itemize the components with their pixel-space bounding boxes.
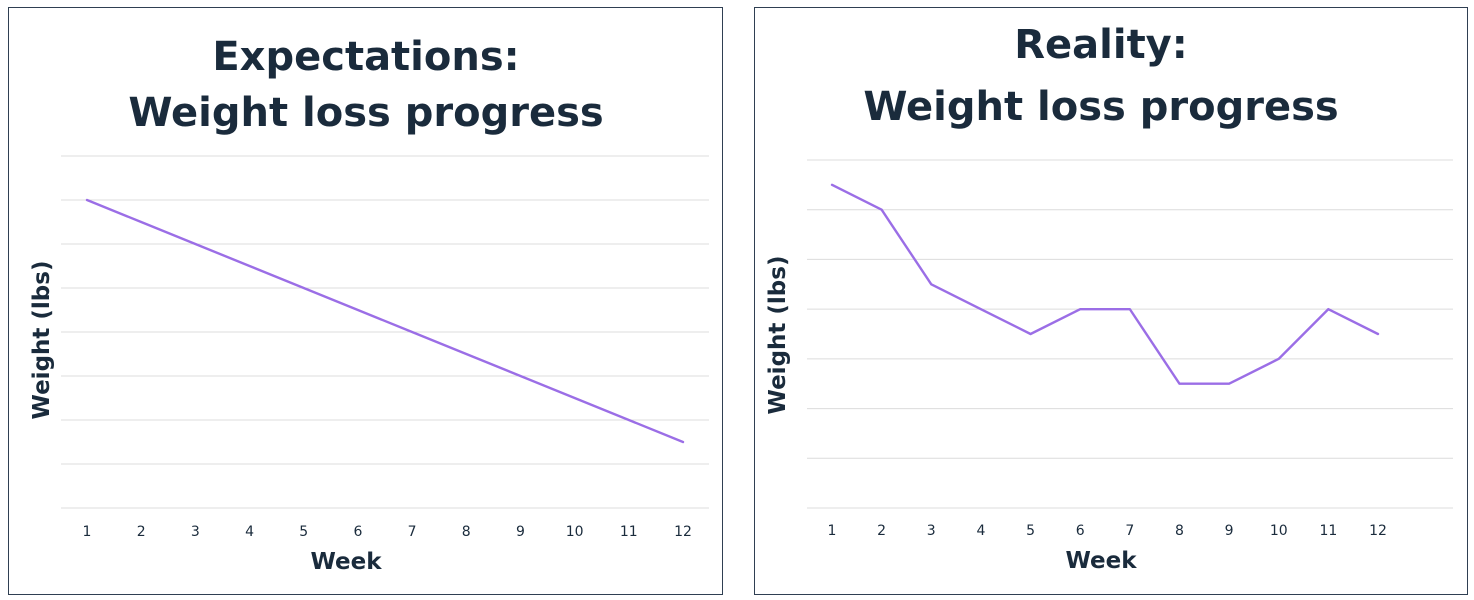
series-line	[830, 183, 1380, 385]
x-tick-label: 12	[1369, 523, 1387, 539]
chart-title-line1: Reality:	[1014, 22, 1188, 68]
x-tick-label: 1	[83, 524, 92, 540]
x-tick-label: 9	[516, 524, 525, 540]
x-tick-label: 10	[1270, 523, 1288, 539]
chart-title-line2: Weight loss progress	[863, 84, 1338, 130]
x-tick-label: 2	[137, 524, 146, 540]
chart-title-line1: Expectations:	[212, 34, 519, 80]
y-axis-label: Weight (lbs)	[765, 256, 791, 415]
x-tick-label: 8	[1175, 523, 1184, 539]
x-tick-label: 3	[191, 524, 200, 540]
x-tick-label: 12	[674, 524, 692, 540]
x-tick-label: 4	[976, 523, 985, 539]
x-tick-label: 10	[566, 524, 584, 540]
y-axis-label: Weight (lbs)	[29, 261, 55, 420]
x-axis-label: Week	[1065, 548, 1137, 574]
x-tick-label: 2	[877, 523, 886, 539]
x-tick-label: 4	[245, 524, 254, 540]
x-tick-labels: 1 2 3 4 5 6 7 8 9 10 11 12	[83, 524, 692, 540]
gridlines	[807, 159, 1453, 509]
x-tick-label: 6	[1076, 523, 1085, 539]
x-tick-label: 7	[1125, 523, 1134, 539]
x-tick-label: 11	[620, 524, 638, 540]
x-axis-label: Week	[310, 549, 382, 575]
x-tick-label: 9	[1225, 523, 1234, 539]
gridlines	[61, 155, 709, 509]
x-tick-label: 7	[408, 524, 417, 540]
x-tick-label: 3	[927, 523, 936, 539]
x-tick-label: 6	[353, 524, 362, 540]
series-line	[85, 198, 685, 444]
x-tick-label: 1	[828, 523, 837, 539]
x-tick-label: 11	[1319, 523, 1337, 539]
x-tick-label: 5	[1026, 523, 1035, 539]
x-tick-label: 8	[462, 524, 471, 540]
x-tick-label: 5	[299, 524, 308, 540]
chart-title-line2: Weight loss progress	[128, 90, 603, 136]
x-tick-labels: 1 2 3 4 5 6 7 8 9 10 11 12	[828, 523, 1387, 539]
